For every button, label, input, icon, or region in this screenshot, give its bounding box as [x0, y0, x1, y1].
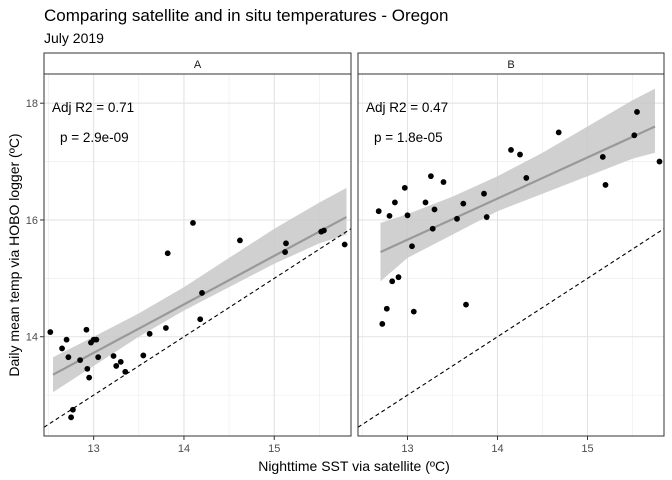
data-point	[517, 151, 523, 158]
data-point	[460, 200, 467, 207]
facet-strip-label: A	[194, 59, 202, 71]
plot-area	[44, 187, 351, 428]
data-point	[409, 243, 415, 250]
data-point	[117, 358, 124, 365]
data-point	[631, 132, 638, 139]
data-point	[454, 215, 460, 222]
data-point	[113, 363, 120, 369]
data-point	[379, 320, 386, 327]
data-point	[146, 330, 153, 337]
x-tick-label: 13	[88, 443, 100, 455]
data-point	[83, 326, 90, 333]
identity-line	[44, 228, 351, 428]
x-axis-label: Nighttime SST via satellite (ºC)	[258, 458, 450, 474]
data-point	[383, 305, 390, 312]
confidence-band	[380, 88, 655, 282]
x-tick-label: 15	[268, 443, 280, 455]
plot-area	[358, 88, 664, 428]
x-tick-label: 15	[581, 443, 593, 455]
regression-line	[52, 216, 348, 376]
y-tick-label: 16	[26, 215, 38, 227]
data-point	[164, 250, 171, 257]
data-point	[523, 175, 530, 181]
data-point	[122, 368, 129, 375]
plot-background	[44, 74, 351, 436]
data-point	[431, 206, 438, 213]
data-point	[84, 365, 91, 372]
data-point	[197, 316, 204, 323]
data-point	[555, 129, 562, 136]
data-point	[401, 184, 408, 191]
data-point	[602, 182, 609, 188]
data-point	[59, 345, 65, 352]
y-axis-label: Daily mean temp via HOBO logger (ºC)	[6, 133, 22, 376]
data-point	[65, 354, 72, 361]
chart-subtitle: July 2019	[44, 30, 104, 46]
annotation-p: p = 1.8e-05	[374, 130, 443, 145]
y-tick-label: 18	[26, 98, 38, 110]
data-point	[199, 290, 205, 296]
data-point	[63, 336, 70, 343]
data-point	[190, 219, 196, 226]
data-point	[404, 212, 411, 219]
panel-b: B Adj R2 = 0.47 p = 1.8e-05 13 14 15	[357, 52, 665, 455]
data-point	[93, 336, 100, 343]
data-point	[341, 241, 348, 248]
data-point	[86, 374, 93, 381]
panel-border	[357, 73, 665, 437]
annotation-r2: Adj R2 = 0.47	[366, 100, 448, 115]
data-point	[463, 301, 469, 308]
data-point	[481, 190, 487, 197]
data-point	[386, 212, 393, 219]
data-point	[162, 325, 169, 331]
data-point	[429, 225, 436, 232]
data-point	[68, 414, 74, 421]
chart-title: Comparing satellite and in situ temperat…	[44, 6, 449, 25]
data-point	[283, 240, 289, 247]
data-point	[599, 154, 606, 160]
annotation-p: p = 2.9e-09	[60, 130, 129, 145]
annotation-r2: Adj R2 = 0.71	[52, 100, 134, 115]
data-point	[110, 353, 117, 359]
data-point	[483, 214, 490, 220]
data-point	[395, 274, 402, 281]
data-point	[634, 109, 640, 115]
data-point	[77, 357, 84, 363]
data-point	[508, 147, 514, 153]
y-tick-label: 14	[26, 332, 38, 344]
data-point	[656, 158, 663, 165]
panel-a: A Adj R2 = 0.71 p = 2.9e-09 13 14 15 14 16 18	[26, 52, 352, 455]
data-point	[428, 173, 434, 180]
data-point	[237, 237, 243, 244]
data-point	[389, 278, 396, 285]
regression-line	[380, 125, 656, 254]
data-point	[375, 208, 382, 215]
x-tick-label: 14	[178, 443, 190, 455]
data-point	[282, 249, 288, 255]
identity-line	[358, 228, 664, 428]
facet-strip-label: B	[507, 59, 514, 71]
panel-border	[43, 73, 352, 437]
data-point	[69, 406, 76, 413]
data-point	[410, 308, 417, 315]
x-tick-label: 14	[491, 443, 503, 455]
confidence-band	[53, 187, 347, 393]
data-point	[392, 199, 398, 206]
data-point	[440, 179, 447, 185]
x-tick-label: 13	[401, 443, 413, 455]
data-point	[95, 354, 102, 361]
data-point	[321, 227, 327, 234]
data-point	[140, 352, 147, 359]
data-point	[422, 199, 429, 206]
data-point	[47, 329, 54, 335]
